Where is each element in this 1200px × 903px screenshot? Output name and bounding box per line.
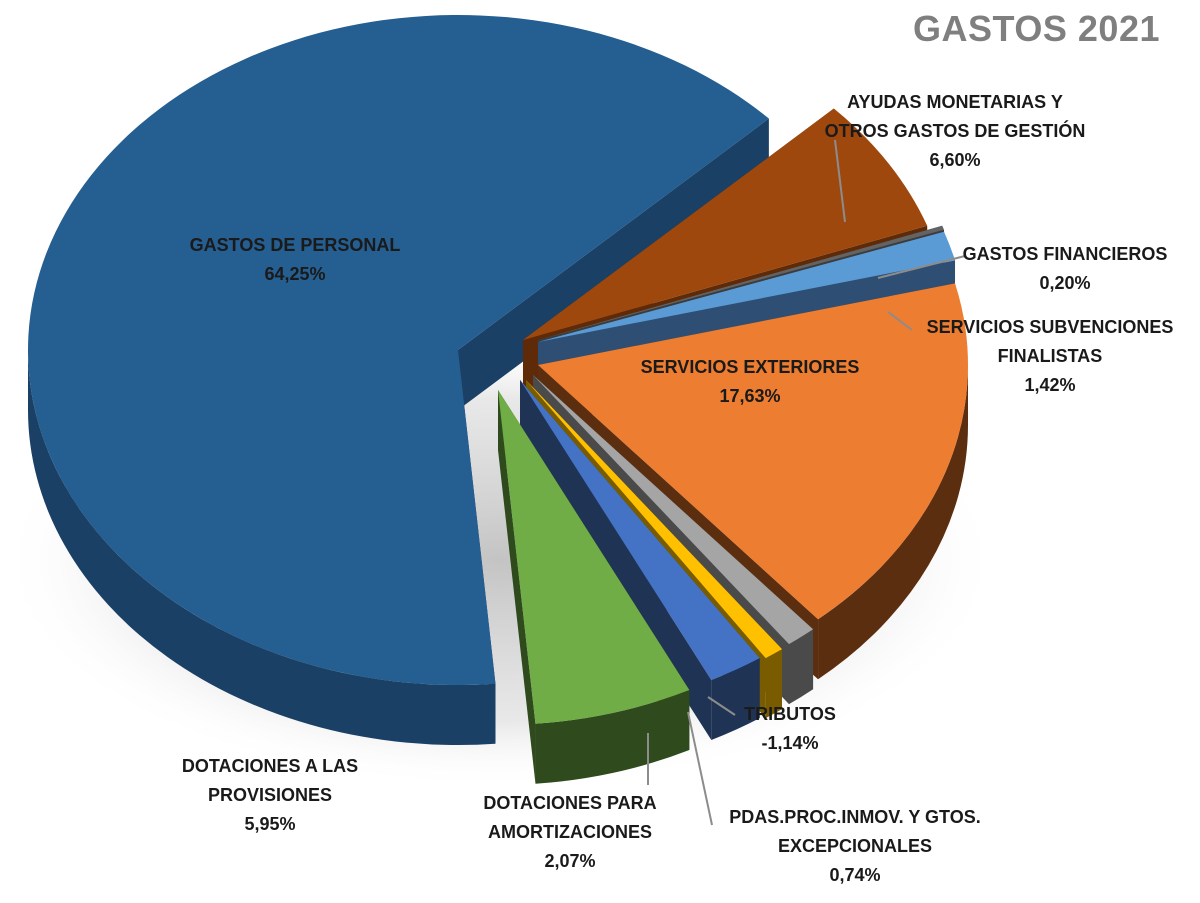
leader-servicios-subvenciones xyxy=(887,311,913,331)
slice-dotaciones-para-amortizaciones xyxy=(520,380,760,681)
leader-pdas xyxy=(687,711,713,826)
label-dotaciones-provisiones: DOTACIONES A LAS PROVISIONES 5,95% xyxy=(181,756,359,834)
label-servicios-subvenciones: SERVICIOS SUBVENCIONES FINALISTAS 1,42% xyxy=(926,317,1174,395)
slice-gastos-financieros xyxy=(538,225,945,340)
slice-gastos-de-personal xyxy=(28,14,769,685)
label-ayudas-monetarias: AYUDAS MONETARIAS Y OTROS GASTOS DE GEST… xyxy=(824,92,1086,170)
slice-side-servicios-exteriores xyxy=(818,365,968,680)
slice-wall-dotaciones-a-las-provisiones-1 xyxy=(498,390,536,784)
label-tributos: TRIBUTOS -1,14% xyxy=(744,704,836,753)
leader-ayudas xyxy=(834,139,846,223)
leader-gastos-financieros xyxy=(877,255,966,279)
slice-side-gastos-de-personal xyxy=(28,350,496,745)
leader-tributos xyxy=(707,696,736,716)
slice-ayudas-monetarias-y-otros-gastos-de-gestion xyxy=(523,108,928,341)
slice-dotaciones-a-las-provisiones xyxy=(498,390,690,724)
label-pdas-proc-inmov: PDAS.PROC.INMOV. Y GTOS. EXCEPCIONALES 0… xyxy=(729,807,981,885)
slice-pdas-proc-inmov-y-gtos-excepcionales xyxy=(526,380,782,659)
slice-servicios-exteriores xyxy=(538,283,968,620)
slice-tributos xyxy=(533,375,814,645)
label-servicios-exteriores: SERVICIOS EXTERIORES 17,63% xyxy=(640,357,860,406)
label-gastos-de-personal: GASTOS DE PERSONAL 64,25% xyxy=(189,235,401,284)
chart-title: GASTOS 2021 xyxy=(913,8,1160,49)
slice-side-dotaciones-a-las-provisiones xyxy=(535,690,690,784)
slice-servicios-subvenciones-finalistas xyxy=(538,231,956,342)
label-gastos-financieros: GASTOS FINANCIEROS 0,20% xyxy=(962,244,1168,293)
label-dotaciones-amortizaciones: DOTACIONES PARA AMORTIZACIONES 2,07% xyxy=(483,793,657,871)
